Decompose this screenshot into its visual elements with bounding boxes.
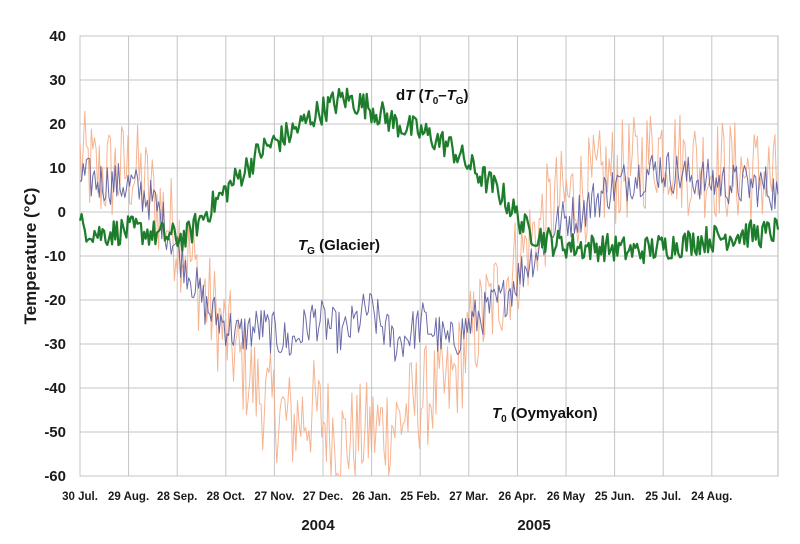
y-tick-label: -10 [44,248,66,265]
year-labels: 2004 2005 [301,517,550,534]
y-tick-label: 20 [49,116,66,133]
annotation-tg: TG (Glacier) [298,237,380,257]
x-tick-label: 24 Aug. [691,491,732,503]
x-tick-label: 25 Feb. [400,491,440,503]
x-tick-label: 26 Jan. [352,491,391,503]
y-tick-label: 30 [49,72,66,89]
annotation-dt: dT (T0–TG) [396,87,469,107]
y-tick-label: -30 [44,336,66,353]
series-line [78,87,780,265]
y-tick-label: -50 [44,424,66,441]
y-axis-label: Temperature (°C) [21,188,40,325]
x-tick-label: 27 Dec. [303,491,343,503]
x-tick-label: 28 Oct. [207,491,245,503]
y-tick-labels: 40 30 20 10 0 -10 -20 -30 -40 -50 -60 [44,28,66,485]
y-tick-label: 10 [49,160,66,177]
x-tick-label: 27 Nov. [254,491,294,503]
x-tick-label: 27 Mar. [449,491,488,503]
x-tick-labels: 30 Jul. 29 Aug. 28 Sep. 28 Oct. 27 Nov. 27 De… [62,491,732,503]
x-tick-label: 26 May [547,491,586,503]
year-label: 2004 [301,517,335,534]
series-line [79,152,779,362]
x-tick-label: 29 Aug. [108,491,149,503]
x-tick-label: 25 Jun. [595,491,635,503]
annotation-t0: T0 (Oymyakon) [492,405,598,425]
series-dt-difference [78,87,780,265]
year-label: 2005 [517,517,550,534]
series-tg-glacier [79,152,779,362]
y-tick-label: -20 [44,292,66,309]
y-tick-label: 40 [49,28,66,45]
series-line [79,110,779,477]
y-tick-label: -60 [44,468,66,485]
y-tick-label: 0 [58,204,66,221]
x-tick-label: 30 Jul. [62,491,98,503]
series-t0-oymyakon [79,110,779,477]
x-tick-label: 28 Sep. [157,491,197,503]
x-tick-label: 26 Apr. [498,491,536,503]
y-tick-label: -40 [44,380,66,397]
x-tick-label: 25 Jul. [645,491,681,503]
